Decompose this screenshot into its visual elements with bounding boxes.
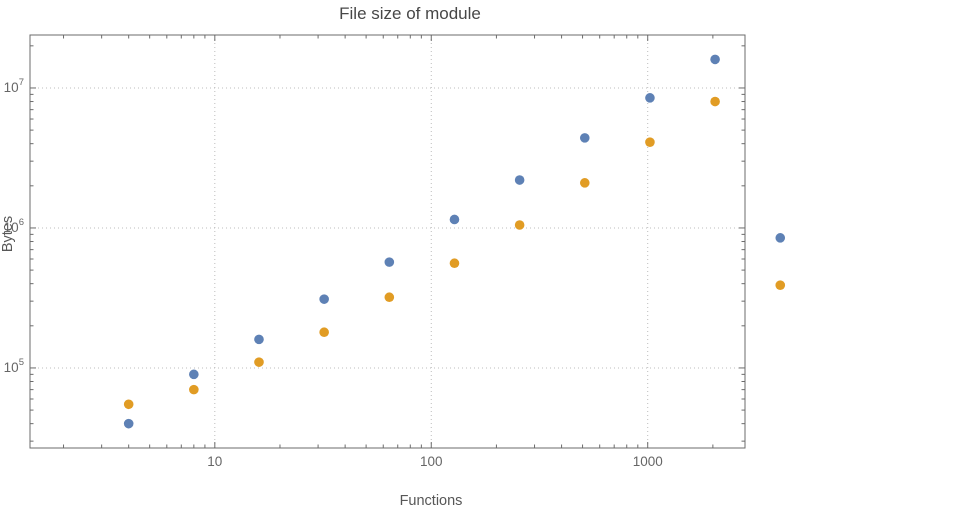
data-point-orange bbox=[319, 327, 329, 338]
data-point-blue bbox=[579, 133, 590, 143]
data-point-orange bbox=[189, 384, 199, 395]
data-point-blue bbox=[319, 294, 329, 304]
data-point-blue bbox=[645, 93, 655, 103]
data-point-blue bbox=[189, 369, 199, 380]
data-point-orange bbox=[384, 292, 395, 303]
data-point-blue bbox=[254, 334, 264, 345]
data-point-orange bbox=[645, 137, 655, 147]
x-tick-label: 1000 bbox=[633, 454, 663, 469]
data-point-blue bbox=[449, 214, 460, 225]
y-tick-label: 106 bbox=[4, 217, 24, 235]
data-point-orange bbox=[254, 357, 264, 367]
x-axis-label: Functions bbox=[399, 493, 463, 509]
data-point-orange bbox=[449, 258, 460, 269]
data-point-blue bbox=[123, 418, 134, 429]
data-point-orange bbox=[710, 96, 720, 107]
data-point-blue bbox=[775, 233, 786, 243]
data-point-orange bbox=[579, 178, 590, 188]
x-tick-label: 10 bbox=[207, 454, 222, 469]
data-point-blue bbox=[710, 54, 720, 65]
data-point-orange bbox=[775, 280, 786, 291]
data-point-blue bbox=[514, 175, 525, 185]
data-point-orange bbox=[514, 220, 525, 230]
x-tick-label: 100 bbox=[420, 454, 443, 469]
data-point-orange bbox=[123, 399, 134, 410]
y-tick-label: 107 bbox=[4, 77, 24, 95]
chart-title: File size of module bbox=[339, 4, 481, 23]
plot-frame bbox=[29, 34, 746, 449]
data-point-blue bbox=[384, 257, 395, 267]
y-tick-label: 105 bbox=[4, 357, 24, 375]
